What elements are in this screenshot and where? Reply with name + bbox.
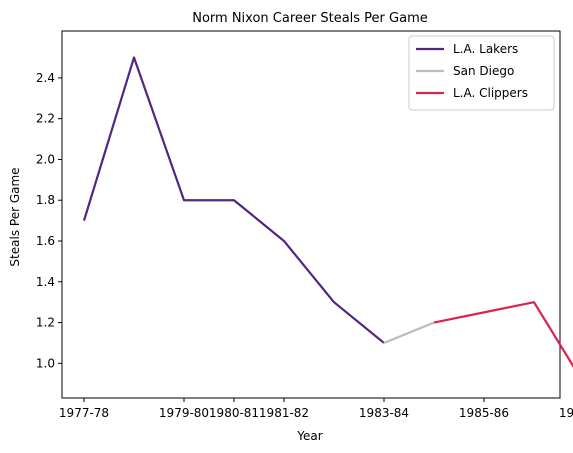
chart-title: Norm Nixon Career Steals Per Game — [192, 11, 428, 26]
x-axis-ticks: 1977-78 1979-80 1980-81 1981-82 1983-84 1985-… — [59, 398, 573, 420]
x-tick-label: 1980-81 — [209, 406, 259, 420]
legend-label-l-a-lakers: L.A. Lakers — [453, 42, 518, 56]
legend-label-l-a-clippers: L.A. Clippers — [453, 86, 528, 100]
x-tick-label: 1977-78 — [59, 406, 109, 420]
x-axis-label: Year — [296, 429, 322, 443]
x-tick-label: 1985-86 — [459, 406, 509, 420]
x-tick-label: 1983-84 — [359, 406, 409, 420]
series-layer — [82, 56, 573, 368]
series-line-san-diego — [383, 321, 435, 344]
series-line-l-a-lakers — [82, 56, 385, 344]
y-tick-label: 1.0 — [36, 356, 55, 370]
y-tick-label: 2.4 — [36, 71, 55, 85]
y-tick-label: 1.8 — [36, 193, 55, 207]
y-tick-label: 1.2 — [36, 316, 55, 330]
y-tick-label: 2.2 — [36, 112, 55, 126]
legend-box — [408, 35, 555, 111]
x-tick-label: 1981-82 — [259, 406, 309, 420]
x-tick-label: 1988-89 — [559, 406, 573, 420]
y-tick-label: 1.6 — [36, 234, 55, 248]
legend: L.A. Lakers San Diego L.A. Clippers — [408, 35, 555, 111]
plot-frame — [61, 30, 561, 399]
series-line-l-a-clippers — [433, 301, 573, 368]
y-axis-ticks: 1.0 1.2 1.4 1.6 1.8 2.0 2.2 2.4 — [36, 71, 62, 370]
y-axis-label: Steals Per Game — [8, 167, 22, 266]
y-tick-label: 1.4 — [36, 275, 55, 289]
x-tick-label: 1979-80 — [159, 406, 209, 420]
legend-label-san-diego: San Diego — [453, 64, 514, 78]
y-tick-label: 2.0 — [36, 152, 55, 166]
